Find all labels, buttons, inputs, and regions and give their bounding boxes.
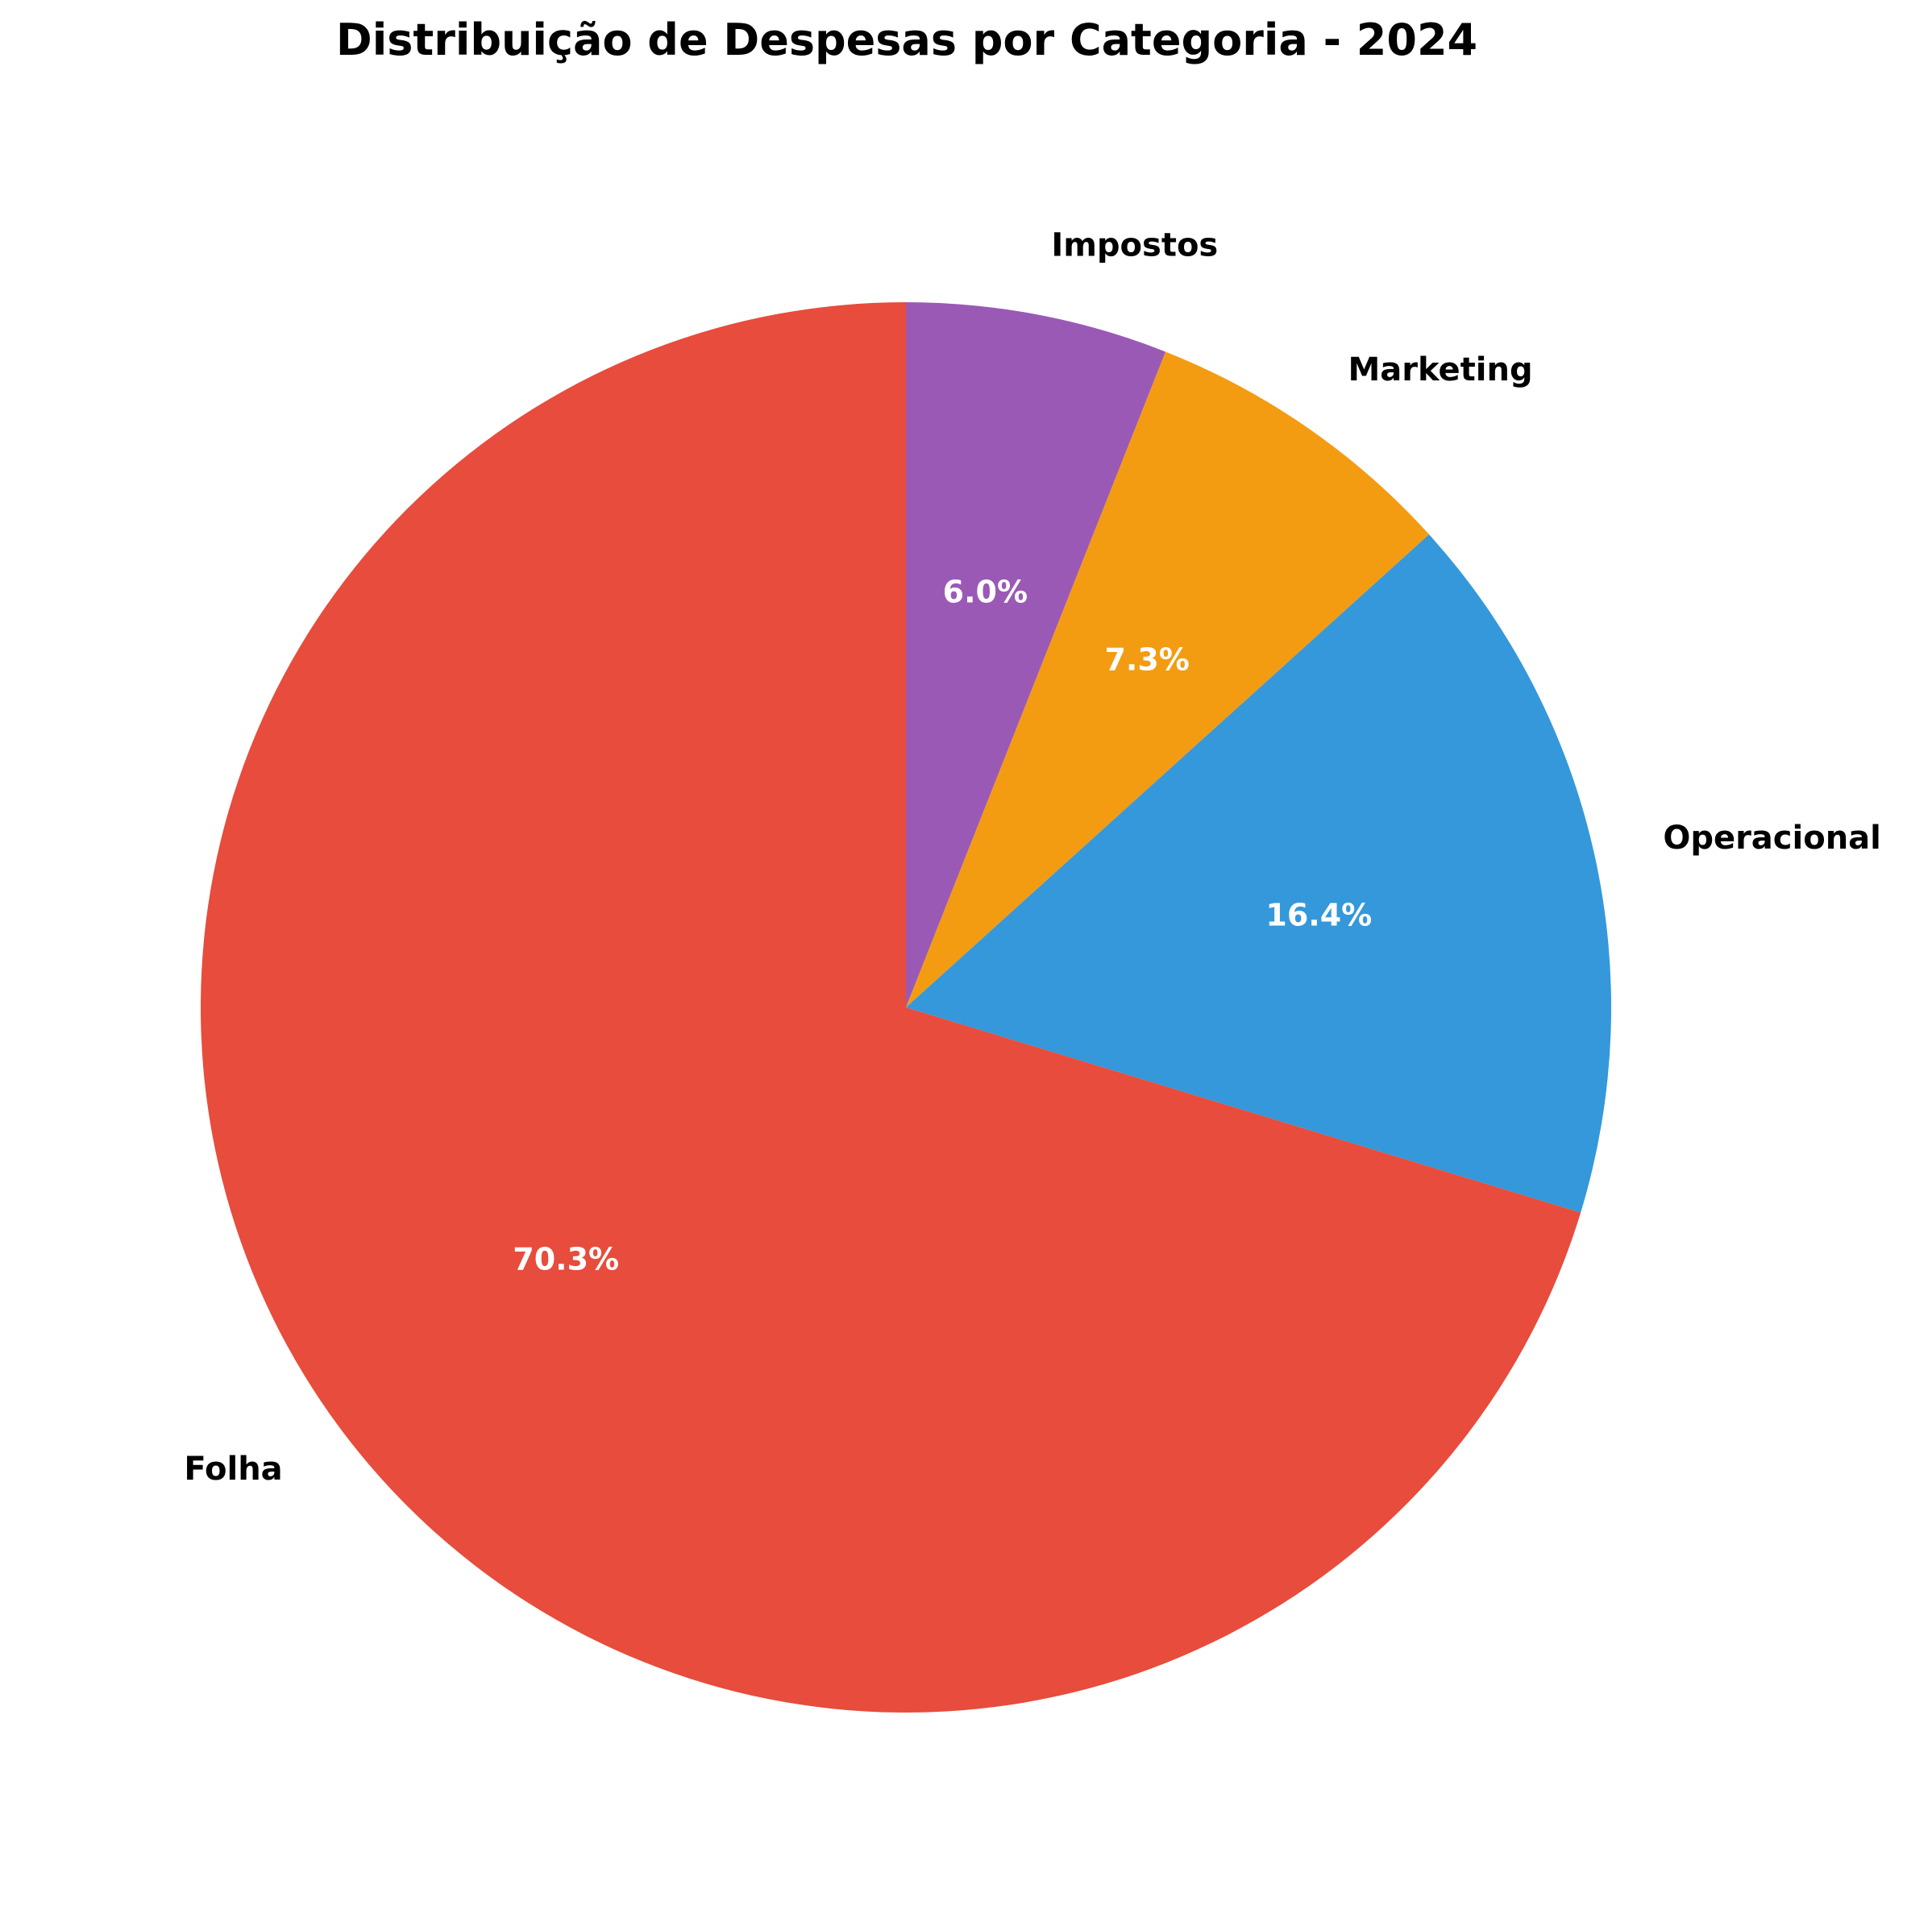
pie-slice-folha: [200, 302, 1581, 1713]
pie-slice-marketing: [906, 351, 1430, 1008]
pie-slice-operacional: [906, 534, 1611, 1213]
slice-label-operacional: Operacional: [1663, 820, 1881, 857]
pct-label-folha: 70.3%: [513, 1242, 619, 1277]
slice-label-folha: Folha: [184, 1451, 282, 1488]
pct-label-marketing: 7.3%: [1104, 642, 1189, 678]
pie-slice-impostos: [906, 302, 1166, 1007]
chart-title: Distribuição de Despesas por Categoria -…: [335, 15, 1478, 65]
slice-label-impostos: Impostos: [1051, 227, 1218, 264]
slice-label-marketing: Marketing: [1348, 351, 1532, 388]
pct-label-operacional: 16.4%: [1265, 897, 1372, 932]
pct-label-impostos: 6.0%: [943, 574, 1028, 609]
